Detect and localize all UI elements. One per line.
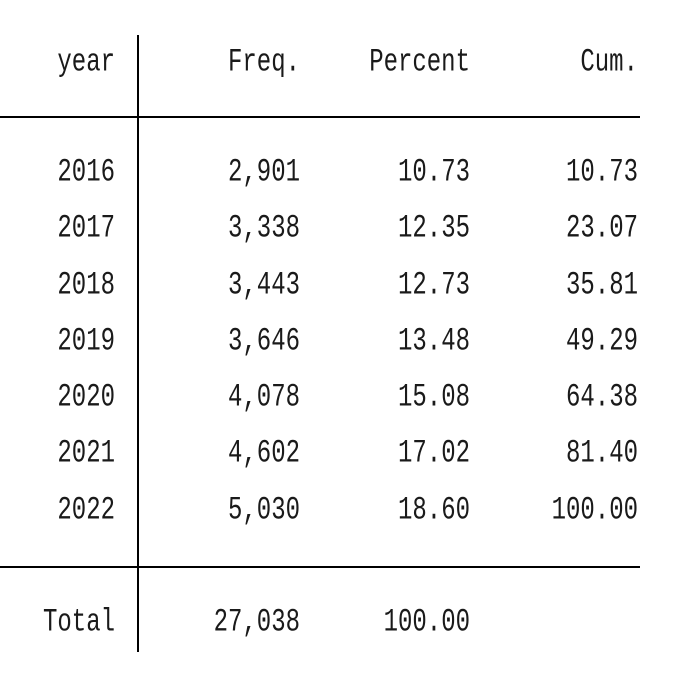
row-label: 2021 — [57, 434, 115, 472]
table-cell: 100.00 — [552, 491, 638, 529]
table-cell: 81.40 — [566, 434, 638, 472]
table-cell: 3,443 — [228, 266, 300, 304]
row-label: 2016 — [57, 153, 115, 191]
table-cell: 5,030 — [228, 491, 300, 529]
table-cell: 17.02 — [398, 434, 470, 472]
table-cell: 13.48 — [398, 322, 470, 360]
table-cell: 18.60 — [398, 491, 470, 529]
table-cell: 15.08 — [398, 378, 470, 416]
header-cell: Cum. — [580, 43, 638, 81]
row-label: 2022 — [57, 491, 115, 529]
row-label: 2019 — [57, 322, 115, 360]
table-cell: 10.73 — [398, 153, 470, 191]
table-cell: 12.73 — [398, 266, 470, 304]
table-cell: 35.81 — [566, 266, 638, 304]
total-label: Total — [43, 603, 115, 641]
table-cell: 4,078 — [228, 378, 300, 416]
row-label: 2018 — [57, 266, 115, 304]
table-cell: 49.29 — [566, 322, 638, 360]
row-label: 2017 — [57, 209, 115, 247]
row-label: 2020 — [57, 378, 115, 416]
table-cell: 64.38 — [566, 378, 638, 416]
table-cell: 23.07 — [566, 209, 638, 247]
table-cell: 10.73 — [566, 153, 638, 191]
header-cell: Percent — [369, 43, 470, 81]
total-cell: 100.00 — [384, 603, 470, 641]
table-cell: 3,646 — [228, 322, 300, 360]
table-cell: 4,602 — [228, 434, 300, 472]
header-cell: year — [57, 43, 115, 81]
table-cell: 3,338 — [228, 209, 300, 247]
table-cell: 12.35 — [398, 209, 470, 247]
header-cell: Freq. — [228, 43, 300, 81]
table-cell: 2,901 — [228, 153, 300, 191]
total-cell: 27,038 — [214, 603, 300, 641]
